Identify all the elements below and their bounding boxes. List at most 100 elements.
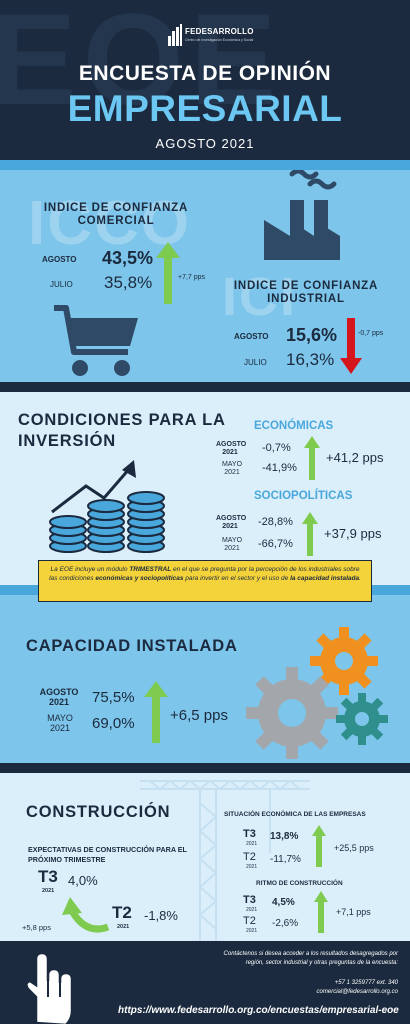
note-bold-2: económicas y sociopolíticas: [95, 574, 184, 582]
arrow-up-icon: [312, 825, 326, 867]
situacion-t3-year: 2021: [246, 841, 258, 847]
contact-text: Contáctenos si desea acceder a los resul…: [150, 950, 398, 968]
expect-t2-label: T2: [112, 903, 132, 922]
sociopoliticas-row2-month: MAYO: [221, 537, 243, 544]
ritmo-title: RITMO DE CONSTRUCCIÓN: [256, 880, 343, 887]
contact-details: +57 1 3259777 ext. 340 comercial@fedesar…: [150, 979, 398, 997]
situacion-change: +25,5 pps: [334, 843, 374, 853]
icco-row1-value: 43,5%: [102, 248, 154, 268]
situacion-title: SITUACIÓN ECONÓMICA DE LAS EMPRESAS: [224, 811, 366, 818]
note-text-3: para invertir en el sector y el uso de: [183, 574, 291, 582]
logo-name: FEDESARROLLO: [185, 27, 254, 36]
investment-title-line1: CONDICIONES PARA LA: [18, 411, 226, 429]
expectations-title: EXPECTATIVAS DE CONSTRUCCIÓN PARA EL PRÓ…: [28, 845, 187, 866]
hand-pointer-icon: [25, 953, 74, 1024]
situacion-t3-label: T3: [243, 828, 256, 840]
ici-row1-label: AGOSTO: [234, 332, 269, 341]
economicas-row1-label: AGOSTO 2021: [216, 441, 246, 458]
note-text-2: en el que se pregunta por la percepción …: [49, 566, 360, 582]
contact-line1: Contáctenos si desea acceder a los resul…: [223, 951, 398, 957]
confidence-section: ICCO ICI INDICE DE CONFIANZA COMERCIAL A…: [0, 160, 410, 382]
situacion-t2-value: -11,7%: [270, 854, 301, 865]
ritmo-t3-year: 2021: [246, 907, 258, 913]
header-watermark: EOE: [0, 0, 283, 132]
ici-title-line1: INDICE DE CONFIANZA: [233, 280, 379, 292]
icco-title-line1: INDICE DE CONFIANZA: [43, 202, 189, 214]
capacity-change: +6,5 pps: [170, 707, 228, 724]
fedesarrollo-logo: FEDESARROLLO Centro de Investigación Eco…: [168, 24, 253, 54]
note-text-4: .: [359, 574, 361, 582]
expect-t3-value: 4,0%: [68, 873, 98, 888]
contact-email[interactable]: comercial@fedesarrollo.org.co: [316, 989, 398, 995]
contact-phone[interactable]: +57 1 3259777 ext. 340: [334, 980, 398, 986]
sociopoliticas-title: SOCIOPOLÍTICAS: [254, 490, 353, 502]
capacity-row2-label: MAYO 2021: [38, 713, 82, 734]
construction-title: CONSTRUCCIÓN: [26, 803, 171, 821]
footer: Contáctenos si desea acceder a los resul…: [0, 941, 410, 1024]
icco-title: INDICE DE CONFIANZA COMERCIAL: [28, 202, 204, 227]
arrow-down-icon: [340, 318, 362, 374]
icco-row2-label: JULIO: [50, 280, 73, 289]
ici-row2-label: JULIO: [244, 358, 267, 367]
sociopoliticas-row1-value: -28,8%: [258, 516, 293, 528]
sociopoliticas-row2-label: MAYO 2021: [218, 537, 246, 554]
situacion-t2-label: T2: [243, 851, 256, 863]
investment-title: CONDICIONES PARA LA INVERSIÓN: [18, 410, 226, 453]
expect-t2-year: 2021: [117, 924, 130, 930]
page-title-line2: EMPRESARIAL: [67, 88, 343, 129]
investment-title-line2: INVERSIÓN: [18, 432, 116, 451]
economicas-row2-value: -41,9%: [262, 462, 297, 474]
economicas-row2-label: MAYO 2021: [218, 461, 246, 478]
arrow-up-icon: [144, 681, 168, 743]
capacity-row1-value: 75,5%: [92, 689, 135, 706]
economicas-row1-value: -0,7%: [262, 442, 291, 454]
expect-t3-label: T3: [38, 867, 58, 886]
sociopoliticas-row2-value: -66,7%: [258, 538, 293, 550]
survey-date: AGOSTO 2021: [155, 136, 255, 151]
contact-line2: región, sector industrial y otras pregun…: [245, 960, 398, 966]
logo-bars-icon: [168, 24, 182, 46]
arrow-up-icon: [156, 242, 180, 304]
investment-section: CONDICIONES PARA LA INVERSIÓN ECONÓMICAS…: [0, 382, 410, 585]
capacity-row1-month: AGOSTO: [39, 687, 79, 697]
ritmo-t2-label: T2: [243, 915, 256, 927]
note-bold-1: TRIMESTRAL: [129, 566, 172, 573]
arrow-up-icon: [302, 512, 318, 556]
expectations-title-line1: EXPECTATIVAS DE CONSTRUCCIÓN PARA EL: [28, 845, 187, 854]
coins-growth-icon: [49, 460, 165, 553]
survey-url-link[interactable]: https://www.fedesarrollo.org.co/encuesta…: [118, 1005, 399, 1016]
economicas-title: ECONÓMICAS: [254, 420, 334, 432]
construction-section: CONSTRUCCIÓN EXPECTATIVAS DE CONSTRUCCIÓ…: [0, 763, 410, 941]
expect-t2-value: -1,8%: [144, 908, 178, 923]
sociopoliticas-row1-month: AGOSTO: [216, 515, 247, 522]
economicas-row2-month: MAYO: [221, 461, 243, 468]
arrow-up-icon: [304, 436, 320, 480]
capacity-title: CAPACIDAD INSTALADA: [26, 637, 238, 655]
icco-title-line2: COMERCIAL: [77, 214, 155, 227]
ritmo-t2-year: 2021: [246, 928, 258, 934]
sociopoliticas-row1-label: AGOSTO 2021: [216, 515, 247, 532]
capacity-section: CAPACIDAD INSTALADA: [0, 585, 410, 763]
note-text-1: La EOE incluye un módulo: [50, 566, 130, 573]
ritmo-t3-value: 4,5%: [272, 897, 295, 908]
ritmo-change: +7,1 pps: [336, 907, 371, 917]
icco-change: +7,7 pps: [178, 274, 206, 281]
capacity-row2-year: 2021: [49, 723, 71, 734]
logo-subtitle: Centro de Investigación Económica y Soci…: [185, 38, 254, 42]
ici-title: INDICE DE CONFIANZA INDUSTRIAL: [216, 280, 396, 305]
ritmo-t2-value: -2,6%: [272, 918, 299, 929]
sociopoliticas-change: +37,9 pps: [324, 526, 382, 541]
ici-row1-value: 15,6%: [286, 325, 338, 345]
capacity-row1-year: 2021: [48, 697, 70, 708]
ici-row2-value: 16,3%: [286, 350, 335, 369]
crane-icon: [140, 779, 310, 941]
sociopoliticas-row2-year: 2021: [224, 545, 240, 553]
economicas-change: +41,2 pps: [326, 450, 384, 465]
ici-watermark: ICI: [222, 267, 298, 327]
icco-row2-value: 35,8%: [104, 273, 153, 292]
cart-icon: [54, 305, 138, 376]
page-title-line1: ENCUESTA DE OPINIÓN: [78, 62, 332, 85]
ici-change: -0,7 pps: [358, 330, 384, 337]
icco-row1-label: AGOSTO: [42, 255, 77, 264]
